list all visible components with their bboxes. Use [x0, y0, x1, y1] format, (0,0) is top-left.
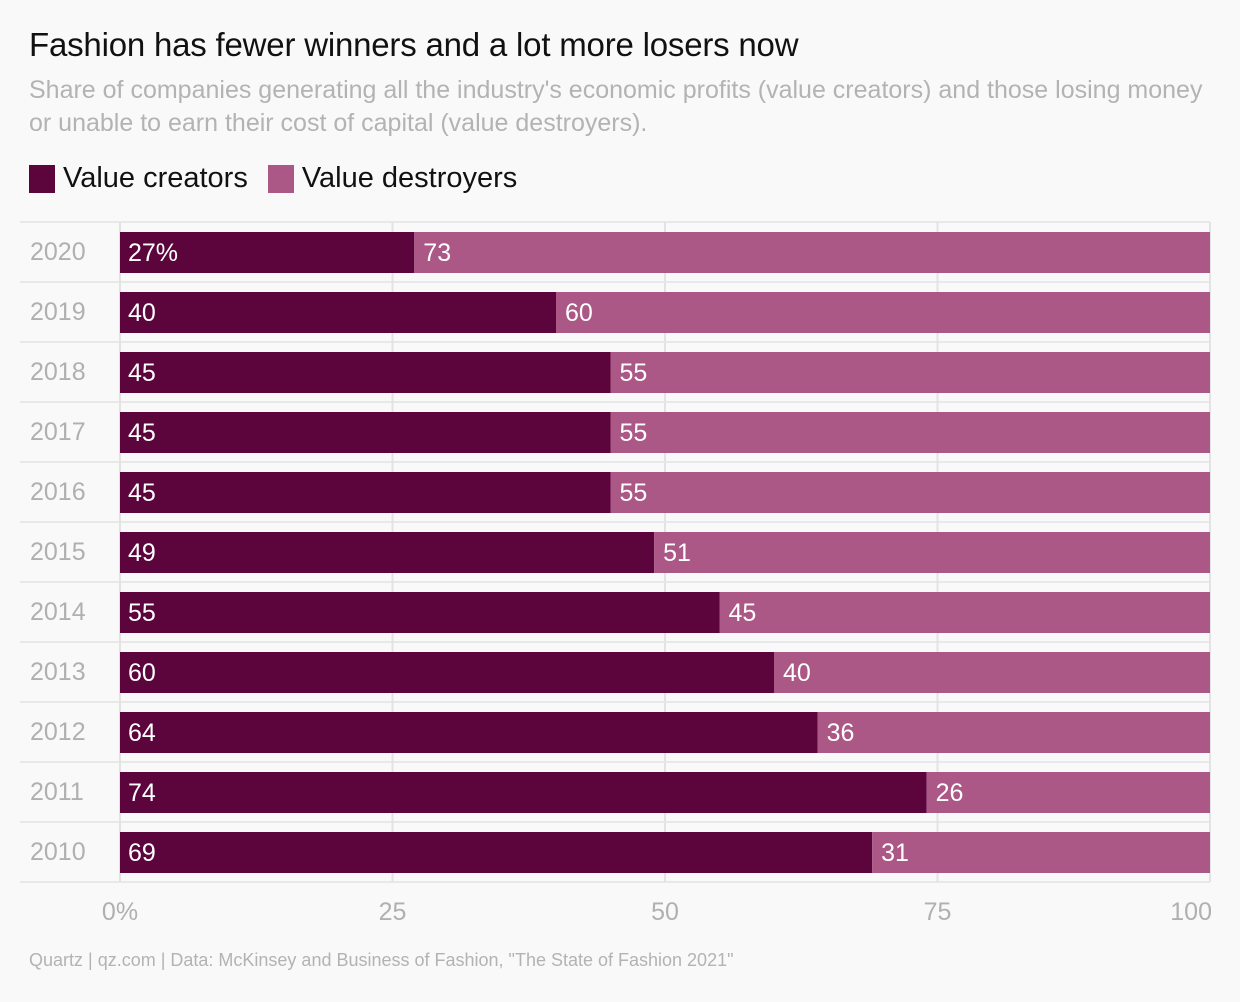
- x-tick-label: 50: [651, 898, 679, 926]
- bar-value-creators: [120, 652, 774, 693]
- data-label-creators: 27%: [128, 239, 178, 267]
- bar-value-destroyers: [654, 532, 1210, 573]
- bar-value-creators: [120, 532, 655, 573]
- data-label-destroyers: 45: [729, 599, 757, 627]
- legend-item-creators: Value creators: [29, 162, 248, 195]
- year-label: 2017: [30, 418, 86, 446]
- bar-value-destroyers: [610, 352, 1210, 393]
- year-label: 2011: [30, 778, 84, 806]
- x-tick-label: 75: [924, 898, 952, 926]
- bar-value-creators: [120, 472, 611, 513]
- bar-value-destroyers: [926, 772, 1210, 813]
- year-label: 2014: [30, 598, 86, 626]
- data-label-creators: 60: [128, 659, 156, 687]
- data-label-creators: 64: [128, 719, 156, 747]
- data-label-destroyers: 40: [783, 659, 811, 687]
- bar-value-creators: [120, 412, 611, 453]
- data-label-destroyers: 55: [620, 479, 648, 507]
- data-label-destroyers: 55: [620, 359, 648, 387]
- data-label-creators: 40: [128, 299, 156, 327]
- bar-value-destroyers: [719, 592, 1210, 633]
- data-label-destroyers: 55: [620, 419, 648, 447]
- bar-value-destroyers: [610, 412, 1210, 453]
- data-label-destroyers: 60: [565, 299, 593, 327]
- data-label-destroyers: 26: [936, 779, 964, 807]
- data-label-destroyers: 31: [881, 839, 909, 867]
- year-label: 2020: [30, 238, 86, 266]
- bar-value-destroyers: [610, 472, 1210, 513]
- bar-value-destroyers: [872, 832, 1210, 873]
- data-label-creators: 74: [128, 779, 156, 807]
- data-label-creators: 45: [128, 359, 156, 387]
- data-label-destroyers: 51: [663, 539, 691, 567]
- legend-label-destroyers: Value destroyers: [301, 162, 518, 194]
- data-label-creators: 49: [128, 539, 156, 567]
- bar-value-destroyers: [774, 652, 1210, 693]
- chart-title: Fashion has fewer winners and a lot more…: [29, 26, 799, 63]
- legend: Value creators Value destroyers: [29, 162, 537, 195]
- year-label: 2015: [30, 538, 86, 566]
- legend-label-creators: Value creators: [63, 162, 248, 194]
- legend-swatch-creators: [29, 164, 55, 193]
- year-label: 2018: [30, 358, 86, 386]
- source-note: Quartz | qz.com | Data: McKinsey and Bus…: [29, 950, 734, 970]
- bar-value-creators: [120, 712, 818, 753]
- x-tick-label: 25: [379, 898, 407, 926]
- data-label-creators: 45: [128, 419, 156, 447]
- bar-value-destroyers: [556, 292, 1210, 333]
- bar-value-creators: [120, 832, 873, 873]
- data-label-creators: 55: [128, 599, 156, 627]
- bar-value-creators: [120, 292, 556, 333]
- bar-value-creators: [120, 592, 720, 633]
- data-label-creators: 69: [128, 839, 156, 867]
- data-label-creators: 45: [128, 479, 156, 507]
- bar-value-creators: [120, 352, 611, 393]
- data-label-destroyers: 36: [827, 719, 855, 747]
- legend-item-destroyers: Value destroyers: [267, 162, 518, 195]
- year-label: 2013: [30, 658, 86, 686]
- year-label: 2019: [30, 298, 86, 326]
- legend-swatch-destroyers: [267, 164, 294, 193]
- bar-value-creators: [120, 232, 415, 273]
- year-label: 2010: [30, 838, 86, 866]
- chart-subtitle: Share of companies generating all the in…: [29, 76, 1203, 137]
- bar-value-destroyers: [414, 232, 1210, 273]
- x-tick-label: 0%: [102, 898, 138, 926]
- data-label-destroyers: 73: [423, 239, 451, 267]
- bar-value-destroyers: [817, 712, 1210, 753]
- bar-value-creators: [120, 772, 927, 813]
- x-tick-label: 100: [1170, 898, 1212, 926]
- stacked-bar-chart: 2020 27% 73 2019 40 60 2018 45 55 2017 45 55 2016 45 5…: [20, 221, 1212, 926]
- year-label: 2016: [30, 478, 86, 506]
- year-label: 2012: [30, 718, 86, 746]
